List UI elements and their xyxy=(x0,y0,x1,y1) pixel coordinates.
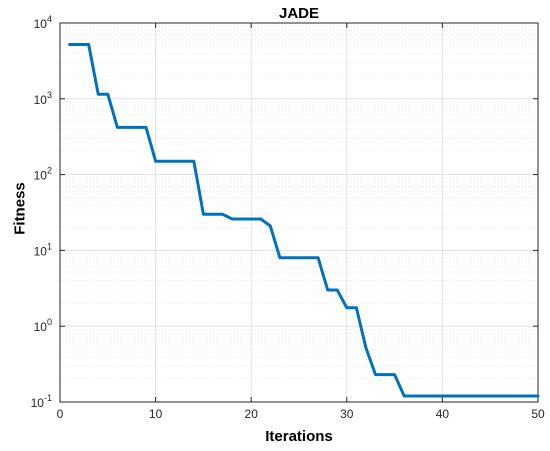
chart-title: JADE xyxy=(278,5,319,22)
y-tick-label: 102 xyxy=(34,166,52,183)
x-tick-label: 50 xyxy=(531,407,545,421)
y-tick-label: 10-1 xyxy=(31,393,52,410)
x-tick-label: 20 xyxy=(245,407,259,421)
series-line xyxy=(68,43,540,398)
y-axis-label: Fitness xyxy=(11,182,29,235)
x-axis-label: Iterations xyxy=(265,428,333,445)
x-tick-label: 0 xyxy=(57,407,64,421)
y-tick-label: 100 xyxy=(34,317,52,334)
x-tick-label: 10 xyxy=(149,407,163,421)
y-tick-label: 101 xyxy=(34,241,52,258)
y-tick-label: 103 xyxy=(34,90,52,107)
plot-frame xyxy=(59,22,539,403)
x-tick-label: 30 xyxy=(340,407,354,421)
x-tick-label: 40 xyxy=(436,407,450,421)
y-tick-label: 104 xyxy=(34,14,52,31)
